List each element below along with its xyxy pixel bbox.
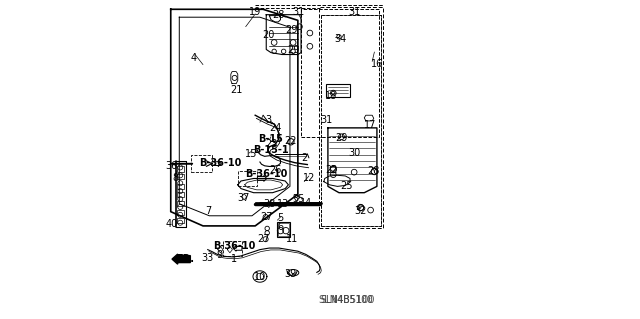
FancyArrow shape — [212, 161, 221, 167]
FancyArrow shape — [233, 246, 242, 251]
Text: 20: 20 — [262, 30, 275, 40]
Text: 38: 38 — [263, 199, 276, 209]
Text: B-15-1: B-15-1 — [253, 145, 289, 155]
Text: 29: 29 — [285, 26, 298, 35]
Text: 27: 27 — [257, 234, 270, 244]
Bar — [177, 192, 184, 197]
Text: 10: 10 — [254, 272, 266, 282]
Bar — [326, 84, 350, 97]
FancyArrow shape — [172, 254, 190, 264]
Text: 39: 39 — [284, 269, 296, 279]
Bar — [177, 201, 184, 206]
Text: 33: 33 — [201, 253, 213, 263]
Bar — [277, 222, 290, 237]
Text: 34: 34 — [335, 34, 347, 44]
Text: 24: 24 — [269, 123, 282, 133]
Text: 29: 29 — [335, 133, 348, 143]
Text: B-36-10: B-36-10 — [245, 169, 287, 179]
Text: 18: 18 — [325, 91, 337, 101]
Text: 26: 26 — [269, 165, 282, 174]
Text: 40: 40 — [165, 219, 177, 229]
Text: B-36-10: B-36-10 — [199, 158, 241, 168]
Bar — [319, 7, 383, 228]
Bar — [177, 174, 184, 179]
Text: 17: 17 — [364, 120, 377, 130]
Bar — [177, 210, 184, 215]
Bar — [177, 167, 184, 172]
Text: 6: 6 — [277, 222, 284, 233]
Bar — [301, 9, 378, 137]
Text: 1: 1 — [231, 254, 237, 264]
Text: 14: 14 — [300, 198, 312, 208]
Bar — [321, 15, 381, 226]
Bar — [177, 218, 184, 223]
Text: 9: 9 — [217, 250, 223, 260]
Text: B-15: B-15 — [259, 134, 284, 144]
Text: SLN4B5100: SLN4B5100 — [321, 295, 373, 305]
Text: 31: 31 — [292, 6, 305, 17]
Text: B-36-10: B-36-10 — [213, 241, 256, 250]
Text: 35: 35 — [292, 194, 305, 204]
Text: 16: 16 — [371, 59, 383, 69]
Text: 27: 27 — [260, 212, 273, 222]
Text: 28: 28 — [273, 10, 285, 20]
Text: 31: 31 — [320, 115, 332, 125]
Text: 4: 4 — [191, 53, 196, 63]
Bar — [191, 155, 212, 172]
Text: 12: 12 — [303, 174, 315, 183]
Text: 21: 21 — [230, 85, 243, 95]
Bar — [278, 223, 289, 236]
Text: 36: 36 — [165, 161, 177, 171]
Bar — [239, 171, 257, 186]
Bar — [177, 184, 184, 189]
Text: 22: 22 — [285, 136, 297, 146]
Text: 13: 13 — [276, 199, 289, 209]
Text: 19: 19 — [249, 6, 261, 17]
Text: 5: 5 — [277, 213, 284, 223]
Text: 22: 22 — [325, 165, 337, 174]
Text: SLN4B5100: SLN4B5100 — [319, 295, 375, 305]
Text: 29: 29 — [287, 45, 300, 56]
Text: 32: 32 — [355, 206, 367, 216]
Text: 8: 8 — [172, 174, 178, 183]
Text: 7: 7 — [205, 206, 212, 216]
Text: 2: 2 — [301, 153, 307, 163]
FancyArrow shape — [257, 176, 267, 181]
Text: 31: 31 — [348, 6, 360, 17]
Text: FR.: FR. — [176, 254, 195, 264]
Text: 3: 3 — [266, 115, 271, 125]
Text: 37: 37 — [237, 193, 250, 203]
Bar — [223, 241, 242, 256]
Text: 23: 23 — [266, 139, 278, 149]
Text: 11: 11 — [286, 234, 298, 244]
Text: 28: 28 — [367, 166, 380, 175]
Text: 30: 30 — [349, 148, 361, 158]
Text: 15: 15 — [245, 149, 257, 159]
Text: 25: 25 — [340, 182, 353, 191]
